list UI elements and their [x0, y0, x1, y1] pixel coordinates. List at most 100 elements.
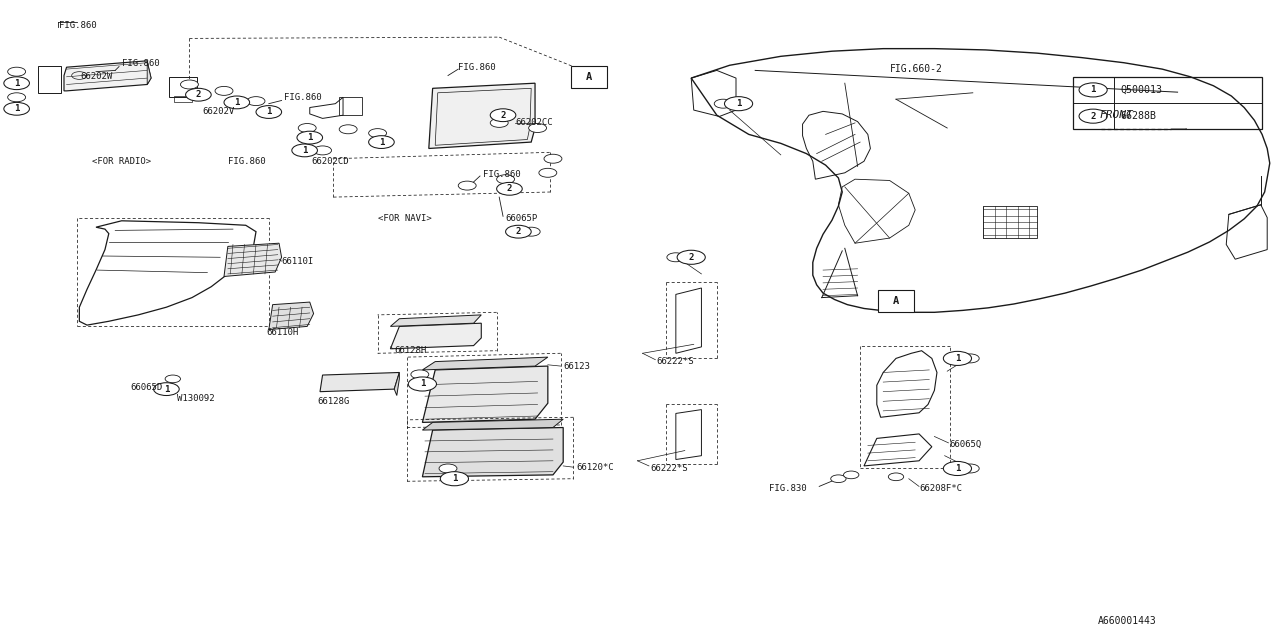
Text: 1: 1: [736, 99, 741, 108]
Polygon shape: [224, 243, 282, 276]
Text: 66065P: 66065P: [506, 214, 538, 223]
Text: 2: 2: [507, 184, 512, 193]
Text: <FOR NAVI>: <FOR NAVI>: [378, 214, 431, 223]
Text: FIG.830: FIG.830: [769, 484, 806, 493]
Text: A660001443: A660001443: [1098, 616, 1157, 626]
Text: 66288B: 66288B: [1120, 111, 1156, 121]
Text: 2: 2: [1091, 111, 1096, 121]
Text: 66110H: 66110H: [266, 328, 298, 337]
Text: FIG.860: FIG.860: [59, 21, 96, 30]
Polygon shape: [422, 366, 548, 422]
Text: 66202CC: 66202CC: [516, 118, 553, 127]
Circle shape: [292, 144, 317, 157]
Text: 2: 2: [516, 227, 521, 236]
Circle shape: [490, 118, 508, 127]
Circle shape: [943, 461, 972, 476]
Circle shape: [724, 97, 753, 111]
Polygon shape: [147, 61, 151, 84]
Circle shape: [677, 250, 705, 264]
Text: 66202W: 66202W: [81, 72, 113, 81]
Circle shape: [497, 182, 522, 195]
Text: 66222*S: 66222*S: [650, 464, 687, 473]
Text: 66202CD: 66202CD: [311, 157, 348, 166]
Circle shape: [943, 351, 972, 365]
Bar: [1073, 77, 1262, 129]
Circle shape: [844, 471, 859, 479]
Circle shape: [961, 354, 979, 363]
Text: 1: 1: [14, 79, 19, 88]
Circle shape: [411, 370, 429, 379]
Circle shape: [314, 146, 332, 155]
Text: 1: 1: [379, 138, 384, 147]
Polygon shape: [390, 315, 481, 326]
Text: 1: 1: [955, 354, 960, 363]
Text: Q500013: Q500013: [1120, 85, 1162, 95]
Circle shape: [539, 168, 557, 177]
Circle shape: [440, 472, 468, 486]
Text: 1: 1: [307, 133, 312, 142]
Text: 1: 1: [14, 104, 19, 113]
Circle shape: [506, 225, 531, 238]
Text: FIG.860: FIG.860: [122, 60, 159, 68]
Text: W130092: W130092: [177, 394, 214, 403]
Bar: [38, 66, 61, 93]
Circle shape: [256, 106, 282, 118]
Circle shape: [165, 375, 180, 383]
Text: 66208F*C: 66208F*C: [919, 484, 963, 493]
Text: 66065D: 66065D: [131, 383, 163, 392]
FancyBboxPatch shape: [878, 290, 914, 312]
Text: 66065Q: 66065Q: [950, 440, 982, 449]
Circle shape: [4, 102, 29, 115]
Text: 66110I: 66110I: [282, 257, 314, 266]
Text: <FOR RADIO>: <FOR RADIO>: [92, 157, 151, 166]
Text: 2: 2: [689, 253, 694, 262]
Circle shape: [1079, 83, 1107, 97]
Text: 1: 1: [955, 464, 960, 473]
Bar: [983, 206, 1037, 238]
Circle shape: [458, 181, 476, 190]
Circle shape: [667, 253, 685, 262]
Text: 2: 2: [196, 90, 201, 99]
Text: 66128G: 66128G: [317, 397, 349, 406]
Bar: [174, 96, 192, 102]
Polygon shape: [422, 428, 563, 477]
Polygon shape: [429, 83, 535, 148]
Text: 1: 1: [302, 146, 307, 155]
Text: FIG.860: FIG.860: [284, 93, 321, 102]
Circle shape: [339, 125, 357, 134]
Circle shape: [408, 377, 436, 391]
Circle shape: [497, 175, 515, 184]
Bar: [169, 77, 197, 97]
Text: 1: 1: [1091, 85, 1096, 95]
Circle shape: [961, 464, 979, 473]
Polygon shape: [390, 323, 481, 349]
Text: FIG.860: FIG.860: [483, 170, 520, 179]
Text: 66128H: 66128H: [394, 346, 426, 355]
Polygon shape: [422, 419, 563, 430]
Polygon shape: [394, 372, 399, 396]
Circle shape: [247, 97, 265, 106]
Circle shape: [529, 124, 547, 132]
Circle shape: [180, 80, 198, 89]
Text: A: A: [893, 296, 899, 306]
Text: 66123: 66123: [563, 362, 590, 371]
Circle shape: [215, 86, 233, 95]
Circle shape: [8, 93, 26, 102]
Circle shape: [154, 383, 179, 396]
Text: 66202V: 66202V: [202, 107, 234, 116]
Circle shape: [544, 154, 562, 163]
Text: 1: 1: [164, 385, 169, 394]
Text: 66222*S: 66222*S: [657, 357, 694, 366]
Polygon shape: [422, 357, 548, 370]
Circle shape: [888, 473, 904, 481]
Circle shape: [831, 475, 846, 483]
Circle shape: [4, 77, 29, 90]
Circle shape: [1079, 109, 1107, 123]
Circle shape: [8, 67, 26, 76]
Polygon shape: [320, 372, 399, 392]
Circle shape: [369, 136, 394, 148]
Circle shape: [522, 227, 540, 236]
Circle shape: [439, 464, 457, 473]
Polygon shape: [269, 302, 314, 330]
Circle shape: [490, 109, 516, 122]
